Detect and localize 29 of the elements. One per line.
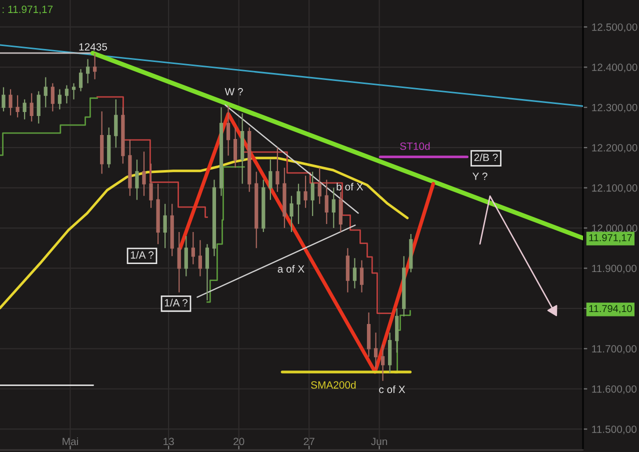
text: 11.794,10 — [589, 305, 632, 314]
y-tick-label: 11.900,00 — [592, 264, 636, 274]
x-tick-label: Jun — [371, 438, 388, 446]
annotation: 12435 — [79, 43, 108, 51]
text: 11.971,17 — [589, 234, 632, 242]
y-tick-label: 11.600,00 — [592, 385, 636, 394]
y-tick-label: 12.400,00 — [592, 64, 638, 72]
annotation: : 11.971,17 — [2, 6, 53, 14]
y-tick-label: 11.500,00 — [592, 426, 636, 434]
annotation: Y ? — [472, 172, 488, 180]
annotation: 2/B ? — [474, 153, 498, 162]
series-label: ST10d — [400, 142, 430, 150]
y-tick-label: 12.000,00 — [592, 224, 638, 234]
y-tick-label: 12.200,00 — [592, 144, 638, 153]
x-tick-label: Mai — [62, 438, 78, 446]
annotation: c of X — [379, 385, 406, 394]
annotation: a of X — [278, 264, 304, 273]
annotation: 1/A ? — [130, 251, 154, 259]
annotation: b of X — [336, 182, 364, 190]
y-tick-label: 12.300,00 — [592, 104, 638, 112]
y-tick-label: 12.100,00 — [592, 184, 638, 193]
x-tick-label: 27 — [304, 438, 314, 446]
annotation: W ? — [224, 88, 243, 96]
x-tick-label: 13 — [164, 438, 174, 446]
series-label: SMA200d — [311, 381, 356, 389]
x-tick-label: 20 — [234, 438, 244, 446]
y-tick-label: 12.500,00 — [592, 23, 638, 32]
annotation: 1/A ? — [164, 298, 188, 306]
y-tick-label: 11.700,00 — [592, 345, 636, 354]
